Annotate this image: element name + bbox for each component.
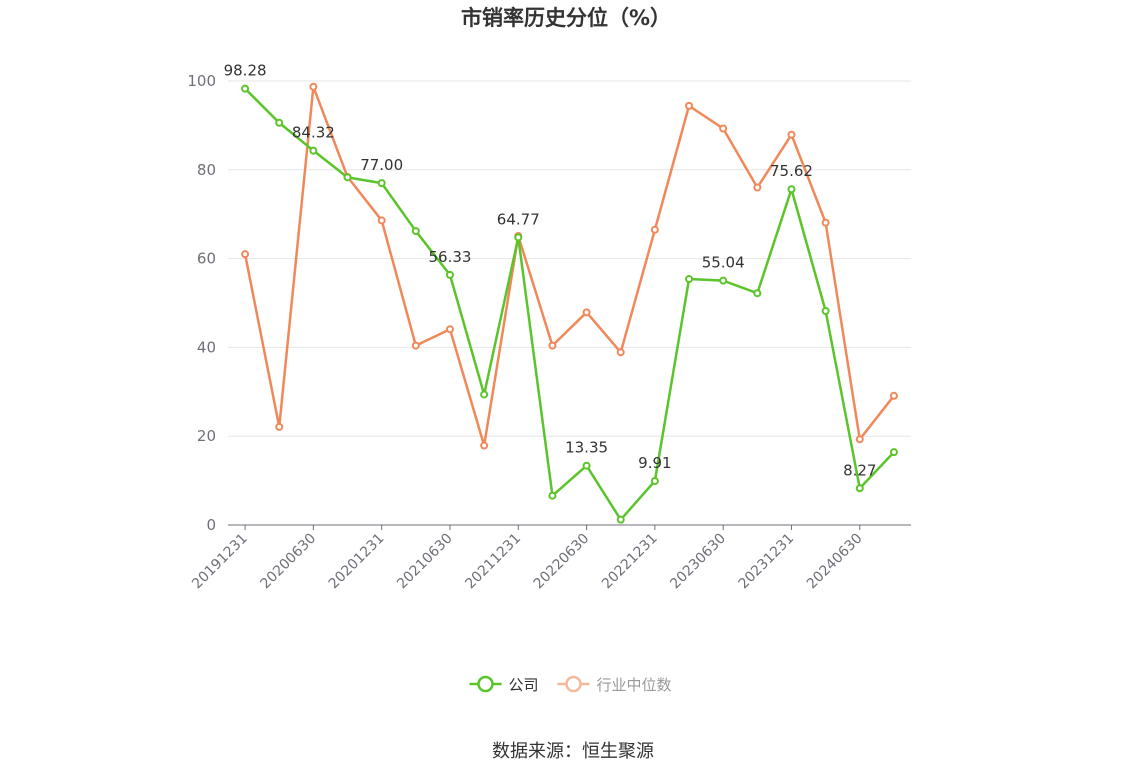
data-point[interactable] [821, 218, 830, 227]
data-point[interactable] [309, 82, 318, 91]
y-tick-label: 80 [197, 161, 216, 179]
y-tick-label: 20 [197, 427, 216, 445]
data-point[interactable] [377, 216, 386, 225]
data-labels: 98.28 84.32 77.00 56.33 64.77 13.35 9.91 55.04 7… [224, 62, 877, 480]
data-point[interactable] [377, 179, 386, 188]
chart-title: 市销率历史分位（%） [461, 6, 671, 30]
x-tick-label: 20231231 [736, 531, 798, 593]
source-note: 数据来源：恒生聚源 [492, 741, 654, 762]
y-tick-label: 0 [206, 516, 216, 534]
legend-label: 行业中位数 [597, 676, 672, 694]
data-point[interactable] [275, 422, 284, 431]
legend-item[interactable]: 行业中位数 [557, 675, 672, 694]
series-line [243, 87, 896, 521]
data-point[interactable] [685, 101, 694, 110]
data-point[interactable] [241, 250, 250, 259]
y-tick-label: 100 [187, 72, 216, 90]
data-point[interactable] [411, 341, 420, 350]
series-lines [241, 82, 898, 524]
data-point[interactable] [514, 233, 523, 242]
x-tick-label: 20211231 [462, 531, 524, 593]
data-label: 8.27 [843, 461, 876, 479]
grid-lines [228, 80, 911, 437]
legend-marker-swatch [565, 675, 582, 693]
data-point[interactable] [548, 491, 557, 500]
x-tick-label: 20240630 [804, 531, 866, 593]
data-point[interactable] [650, 476, 659, 485]
data-point[interactable] [753, 289, 762, 298]
data-label: 75.62 [770, 162, 813, 180]
data-point[interactable] [480, 390, 489, 399]
data-point[interactable] [548, 341, 557, 350]
data-label: 56.33 [428, 248, 471, 266]
data-label: 55.04 [702, 254, 745, 272]
data-point[interactable] [719, 124, 728, 133]
y-tick-label: 40 [197, 338, 216, 356]
data-point[interactable] [821, 306, 830, 315]
data-point[interactable] [411, 227, 420, 236]
data-label: 13.35 [565, 439, 608, 457]
legend-item[interactable]: 公司 [469, 675, 539, 694]
data-point[interactable] [582, 461, 591, 470]
data-point[interactable] [889, 448, 898, 457]
data-point[interactable] [650, 225, 659, 234]
data-point[interactable] [787, 130, 796, 139]
data-point[interactable] [445, 325, 454, 334]
x-tick-label: 20191231 [189, 531, 251, 593]
data-point[interactable] [275, 118, 284, 127]
data-point[interactable] [241, 84, 250, 93]
data-label: 64.77 [497, 210, 540, 228]
legend[interactable]: 公司 行业中位数 [469, 675, 672, 694]
data-point[interactable] [889, 391, 898, 400]
x-tick-label: 20220630 [531, 531, 593, 593]
data-point[interactable] [787, 185, 796, 194]
legend-label: 公司 [509, 676, 539, 694]
x-tick-label: 20201231 [326, 531, 388, 593]
data-label: 77.00 [360, 156, 403, 174]
x-tick-label: 20210630 [394, 531, 456, 593]
x-tick-label: 20221231 [599, 531, 661, 593]
x-tick-label: 20230630 [667, 531, 729, 593]
data-point[interactable] [582, 308, 591, 317]
x-tick-label: 20200630 [257, 531, 319, 593]
data-point[interactable] [753, 183, 762, 192]
data-point[interactable] [719, 276, 728, 285]
legend-marker-swatch [477, 675, 494, 693]
data-point[interactable] [343, 173, 352, 182]
series-line [243, 85, 896, 447]
data-point[interactable] [855, 484, 864, 493]
data-label: 98.28 [224, 62, 267, 80]
y-tick-label: 60 [197, 250, 216, 268]
data-point[interactable] [616, 348, 625, 357]
data-point[interactable] [445, 270, 454, 279]
data-point[interactable] [309, 146, 318, 155]
data-point[interactable] [480, 441, 489, 450]
data-label: 9.91 [638, 454, 671, 472]
data-label: 84.32 [292, 124, 335, 142]
data-point[interactable] [685, 275, 694, 284]
data-point[interactable] [616, 515, 625, 524]
data-point[interactable] [855, 435, 864, 444]
